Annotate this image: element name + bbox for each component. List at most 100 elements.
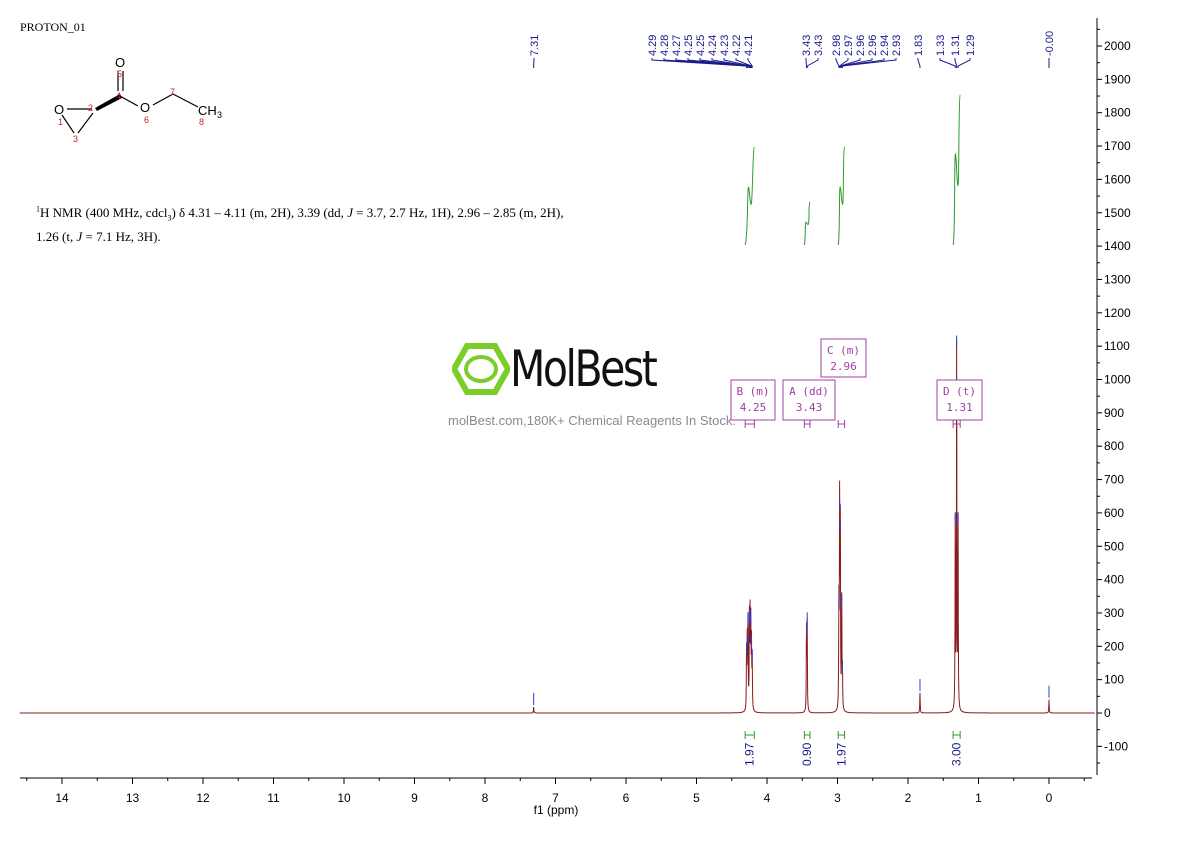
- peak-label: 1.83: [913, 35, 925, 56]
- y-tick-label: 2000: [1104, 39, 1131, 53]
- multiplet-name: D (t): [943, 385, 976, 398]
- molbest-logo-icon: [452, 343, 510, 395]
- y-tick-label: 1600: [1104, 172, 1131, 186]
- y-tick-label: 1400: [1104, 239, 1131, 253]
- peak-label-leader: [839, 58, 873, 68]
- multiplet-boxes: B (m) 4.25 A (dd) 3.43 C (m) 2.96 D (t) 1.31: [730, 338, 983, 428]
- peak-label: -0.00: [1044, 31, 1056, 56]
- x-tick-label: 5: [693, 791, 700, 805]
- atom-number: 3: [73, 134, 78, 144]
- peak-label-leader: [735, 58, 752, 68]
- y-tick-label: 1200: [1104, 306, 1131, 320]
- integral-labels: 1.97 0.90 1.97 3.00: [743, 731, 964, 766]
- spectrum-trace: [19, 335, 1095, 714]
- peak-label: 4.21: [743, 35, 755, 56]
- multiplet-shift: 3.43: [796, 401, 823, 414]
- peak-label: 2.94: [879, 35, 891, 56]
- x-tick-label: 11: [267, 791, 280, 805]
- peak-label: 4.23: [719, 35, 731, 56]
- peak-label: 2.93: [891, 35, 903, 56]
- multiplet-shift: 1.31: [946, 401, 973, 414]
- y-tick-label: 100: [1104, 673, 1124, 687]
- atom-number: 4: [116, 91, 121, 101]
- peak-label-leader: [839, 58, 849, 68]
- y-tick-label: 700: [1104, 473, 1124, 487]
- y-tick-label: 400: [1104, 573, 1124, 587]
- peak-label: 2.97: [843, 35, 855, 56]
- x-tick-label: 2: [905, 791, 912, 805]
- y-axis: 2000190018001700160015001400130012001100…: [1096, 18, 1131, 775]
- x-tick-label: 1: [975, 791, 982, 805]
- peak-label-leader: [939, 58, 956, 68]
- peak-label-leader: [841, 58, 885, 68]
- atom-subscript: 3: [217, 110, 222, 120]
- atom-number: 7: [170, 87, 175, 97]
- y-tick-label: 600: [1104, 506, 1124, 520]
- peak-label-leader: [711, 58, 751, 68]
- atom-number: 1: [58, 117, 63, 127]
- nmr-description: 1H NMR (400 MHz, cdcl3) δ 4.31 – 4.11 (m…: [36, 201, 596, 246]
- peak-label: 1.33: [935, 35, 947, 56]
- peak-label: 3.43: [801, 35, 813, 56]
- x-tick-label: 7: [552, 791, 559, 805]
- peak-label: 2.96: [855, 35, 867, 56]
- y-tick-label: 200: [1104, 639, 1124, 653]
- peak-label: 1.31: [950, 35, 962, 56]
- multiplet-name: A (dd): [789, 385, 829, 398]
- y-tick-label: 1900: [1104, 72, 1131, 86]
- molecule-structure: O O O CH 3 1 2 3 4 5 6 7 8: [54, 55, 222, 144]
- peak-label: 4.22: [731, 35, 743, 56]
- multiplet-box: [820, 338, 867, 378]
- atom-number: 2: [88, 103, 93, 113]
- integral-value: 1.97: [834, 742, 848, 766]
- peak-label: 2.96: [867, 35, 879, 56]
- peak-label-leader: [663, 58, 748, 68]
- peak-label-leader: [835, 58, 840, 68]
- x-axis-label: f1 (ppm): [534, 803, 579, 817]
- multiplet-box: [936, 379, 983, 421]
- y-tick-label: 1300: [1104, 272, 1131, 286]
- atom-label: O: [140, 100, 150, 115]
- peak-labels: 7.31 4.29 4.28 4.27 4.25 4.25 4.24 4.23 4.22 4.21…: [529, 31, 1056, 68]
- multiplet-box: [730, 379, 776, 421]
- peak-label: 2.98: [831, 35, 843, 56]
- watermark-brand: MolBest: [510, 340, 658, 398]
- peak-label: 4.25: [683, 35, 695, 56]
- peak-label: 4.29: [647, 35, 659, 56]
- x-tick-label: 13: [126, 791, 140, 805]
- integral-value: 3.00: [950, 742, 964, 766]
- y-tick-label: 1000: [1104, 373, 1131, 387]
- spectrum-line: [19, 338, 1095, 714]
- desc-line-1: 1H NMR (400 MHz, cdcl3) δ 4.31 – 4.11 (m…: [36, 205, 564, 223]
- peak-label-leader: [954, 58, 958, 68]
- spectrum-title: PROTON_01: [20, 20, 86, 34]
- atom-label: O: [115, 55, 125, 70]
- atom-label: O: [54, 102, 64, 117]
- integral-curve: [837, 146, 846, 246]
- multiplet-name: B (m): [736, 385, 769, 398]
- integral-value: 0.90: [800, 742, 814, 766]
- integral-curve: [803, 201, 811, 246]
- y-tick-label: 1500: [1104, 206, 1131, 220]
- desc-line-2: 1.26 (t, J = 7.1 Hz, 3H).: [36, 228, 161, 244]
- x-tick-label: 9: [411, 791, 418, 805]
- y-tick-label: 500: [1104, 539, 1124, 553]
- y-tick-label: 900: [1104, 406, 1124, 420]
- multiplet-shift: 4.25: [740, 401, 767, 414]
- integral-curves: [744, 94, 961, 246]
- y-tick-label: 0: [1104, 706, 1111, 720]
- y-tick-label: 800: [1104, 439, 1124, 453]
- x-axis: 14 13 12 11 10 9 8 7 6 5 4 3 2 1 0: [20, 777, 1092, 805]
- multiplet-box: [782, 379, 836, 421]
- peak-label: 4.25: [695, 35, 707, 56]
- peak-label: 4.28: [659, 35, 671, 56]
- peak-label-leader: [806, 58, 819, 68]
- y-tick-label: 1800: [1104, 106, 1131, 120]
- peak-label-leader: [675, 58, 749, 68]
- x-tick-label: 6: [623, 791, 630, 805]
- x-tick-label: 10: [337, 791, 351, 805]
- watermark-url: molBest.com,180K+ Chemical Reagents In S…: [448, 413, 736, 428]
- x-tick-label: 3: [834, 791, 841, 805]
